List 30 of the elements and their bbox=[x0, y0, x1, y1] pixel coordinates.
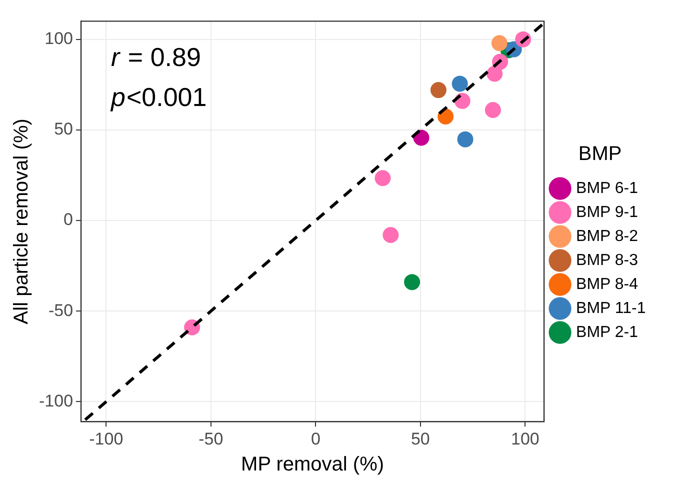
point bbox=[382, 226, 399, 243]
x-tick-label: 50 bbox=[410, 429, 430, 448]
x-tick-label: 0 bbox=[310, 429, 320, 448]
x-tick-label: -100 bbox=[89, 429, 124, 448]
x-axis-title: MP removal (%) bbox=[241, 454, 384, 476]
point bbox=[491, 35, 508, 52]
legend-label: BMP 6-1 bbox=[576, 180, 638, 197]
legend-label: BMP 11-1 bbox=[576, 300, 646, 317]
point bbox=[430, 82, 446, 98]
point bbox=[457, 131, 474, 148]
point bbox=[404, 274, 420, 290]
legend-label: BMP 2-1 bbox=[576, 324, 638, 341]
legend-title: BMP bbox=[578, 143, 622, 166]
legend-label: BMP 8-4 bbox=[576, 276, 638, 293]
y-tick-label: 0 bbox=[64, 210, 74, 230]
point bbox=[484, 102, 501, 118]
y-tick-label: 50 bbox=[54, 120, 74, 139]
annotation: p<0.001 bbox=[110, 82, 207, 112]
y-tick-label: -50 bbox=[48, 300, 74, 320]
y-tick-label: -100 bbox=[38, 391, 74, 410]
annotation: r = 0.89 bbox=[111, 42, 201, 72]
legend-label: BMP 8-3 bbox=[576, 252, 638, 269]
point bbox=[374, 170, 391, 186]
y-axis-title: All particle removal (%) bbox=[10, 118, 33, 324]
x-tick-label: -50 bbox=[198, 429, 224, 448]
legend-label: BMP 8-2 bbox=[576, 228, 638, 245]
y-tick-label: 100 bbox=[44, 29, 74, 48]
x-tick-label: 100 bbox=[511, 429, 540, 448]
legend-label: BMP 9-1 bbox=[576, 204, 638, 221]
point bbox=[452, 76, 468, 92]
